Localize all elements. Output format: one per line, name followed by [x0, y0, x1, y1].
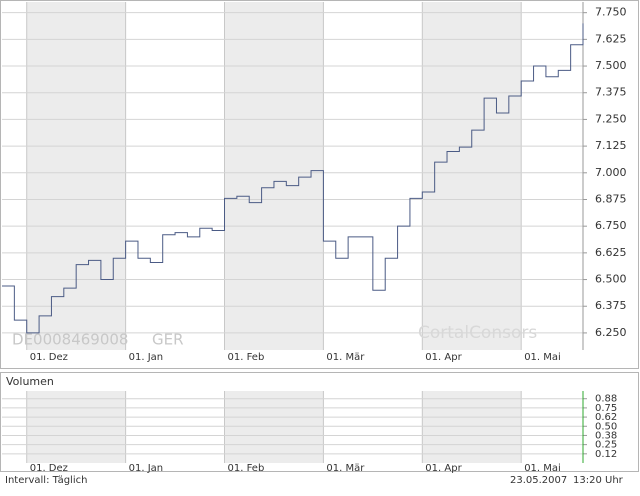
month-band — [26, 391, 126, 463]
volume-title: Volumen — [6, 375, 54, 388]
date: 23.05.2007 — [510, 475, 567, 486]
month-band — [224, 2, 324, 350]
month-band — [224, 391, 324, 463]
x-tick-label: 01. Dez — [30, 463, 68, 474]
y-tick-label: 6.375 — [595, 299, 627, 312]
x-tick-label: 01. Dez — [30, 352, 68, 363]
x-tick-label: 01. Jan — [129, 463, 164, 474]
y-tick-label: 7.750 — [595, 6, 627, 19]
y-tick-label: 0.38 — [595, 430, 617, 441]
y-tick-label: 6.500 — [595, 273, 627, 286]
y-tick-label: 7.125 — [595, 139, 627, 152]
x-tick-label: 01. Apr — [425, 352, 462, 363]
x-tick-label: 01. Apr — [425, 463, 462, 474]
y-tick-label: 6.750 — [595, 219, 627, 232]
x-tick-label: 01. Mär — [326, 463, 365, 474]
y-tick-label: 0.12 — [595, 449, 617, 460]
y-tick-label: 7.375 — [595, 86, 627, 99]
y-tick-label: 7.000 — [595, 166, 627, 179]
exchange: GER — [152, 331, 184, 349]
y-tick-label: 7.500 — [595, 59, 627, 72]
price-line — [2, 23, 584, 334]
x-tick-label: 01. Feb — [228, 463, 265, 474]
y-tick-label: 6.875 — [595, 192, 627, 205]
y-tick-label: 0.75 — [595, 403, 617, 414]
x-tick-label: 01. Mai — [524, 352, 561, 363]
y-tick-label: 0.62 — [595, 412, 617, 423]
y-tick-label: 0.88 — [595, 394, 617, 405]
month-band — [26, 2, 126, 350]
y-tick-label: 7.625 — [595, 32, 627, 45]
x-tick-label: 01. Feb — [228, 352, 265, 363]
y-tick-label: 0.50 — [595, 421, 617, 432]
x-tick-label: 01. Mär — [326, 352, 365, 363]
y-tick-label: 6.250 — [595, 326, 627, 339]
time: 13:20 Uhr — [573, 475, 624, 486]
x-tick-label: 01. Mai — [524, 463, 561, 474]
y-tick-label: 0.25 — [595, 440, 617, 451]
y-tick-label: 6.625 — [595, 246, 627, 259]
y-tick-label: 7.250 — [595, 112, 627, 125]
month-band — [422, 391, 522, 463]
month-band — [422, 2, 522, 350]
watermark: DE0008469008 — [12, 331, 128, 349]
interval: Intervall: Täglich — [5, 475, 87, 486]
x-tick-label: 01. Jan — [129, 352, 164, 363]
brand: CortalConsors — [418, 323, 537, 343]
